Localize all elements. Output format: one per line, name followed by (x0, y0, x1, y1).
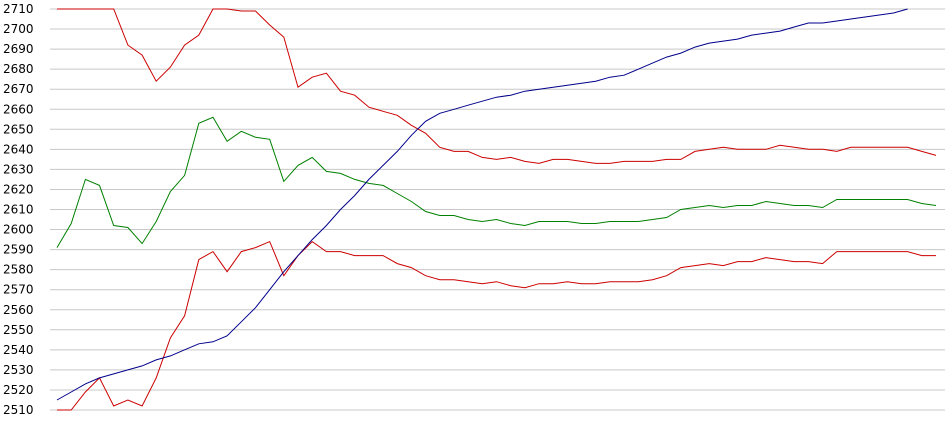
y-tick-label: 2520 (3, 383, 34, 397)
y-tick-label: 2640 (3, 142, 34, 156)
y-tick-label: 2710 (3, 2, 34, 16)
y-tick-label: 2670 (3, 82, 34, 96)
series-line-3 (57, 240, 936, 411)
y-tick-label: 2590 (3, 243, 34, 257)
y-tick-label: 2530 (3, 363, 34, 377)
y-tick-label: 2510 (3, 403, 34, 417)
y-tick-label: 2610 (3, 203, 34, 217)
y-tick-label: 2620 (3, 182, 34, 196)
y-tick-label: 2560 (3, 303, 34, 317)
gridlines (50, 8, 945, 411)
series-line-2 (56, 116, 937, 248)
y-tick-label: 2690 (3, 42, 34, 56)
series-line-4 (56, 8, 908, 401)
y-tick-label: 2680 (3, 62, 34, 76)
y-tick-label: 2630 (3, 162, 34, 176)
y-tick-label: 2580 (3, 263, 34, 277)
y-tick-label: 2650 (3, 122, 34, 136)
y-tick-label: 2700 (3, 22, 34, 36)
series-lines (56, 8, 937, 411)
y-axis-tick-labels: 2710 2700 2690 2680 2670 2660 2650 2640 2630 2620… (3, 2, 34, 417)
y-tick-label: 2570 (3, 283, 34, 297)
y-tick-label: 2660 (3, 102, 34, 116)
y-tick-label: 2550 (3, 323, 34, 337)
y-tick-label: 2540 (3, 343, 34, 357)
series-line-1 (57, 8, 937, 164)
y-tick-label: 2600 (3, 223, 34, 237)
